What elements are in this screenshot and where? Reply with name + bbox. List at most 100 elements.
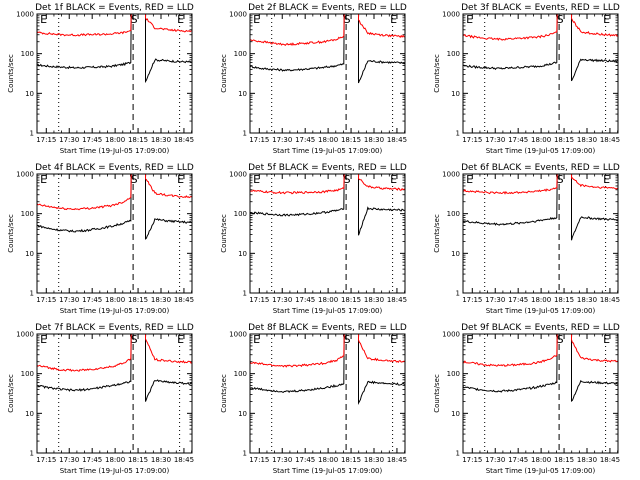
start-marker-label: S: [131, 173, 138, 186]
events-series-line: [36, 173, 132, 233]
y-tick-label: 100: [234, 210, 247, 218]
y-tick-label: 100: [21, 210, 34, 218]
x-tick-label: 17:30: [485, 136, 505, 144]
x-tick-label: 18:45: [387, 136, 407, 144]
x-tick-label: 17:45: [508, 136, 528, 144]
y-tick-label: 1: [243, 450, 247, 458]
plot-frame: [36, 333, 193, 454]
x-tick-label: 17:30: [272, 296, 292, 304]
y-tick-label: 1000: [16, 11, 34, 19]
y-tick-label: 10: [25, 90, 34, 98]
y-tick-label: 100: [21, 370, 34, 378]
plot-frame: [249, 13, 406, 134]
lld-series-line: [145, 334, 193, 364]
y-tick-label: 1000: [229, 11, 247, 19]
events-series-line: [462, 333, 558, 393]
end-marker-label: E: [466, 333, 473, 346]
x-axis-title: Start Time (19-Jul-05 17:09:00): [486, 467, 596, 475]
x-tick-label: 17:45: [295, 136, 315, 144]
x-tick-label: 18:00: [318, 456, 338, 464]
y-tick-label: 1: [30, 130, 34, 138]
events-series-line: [571, 14, 619, 82]
start-marker-label: S: [557, 173, 564, 186]
x-tick-label: 18:00: [318, 136, 338, 144]
x-axis-title: Start Time (19-Jul-05 17:09:00): [273, 467, 383, 475]
y-axis-title: Counts/sec: [433, 374, 441, 413]
lld-series-line: [571, 334, 618, 363]
x-axis-title: Start Time (19-Jul-05 17:09:00): [486, 147, 596, 155]
lld-series-line: [358, 174, 406, 191]
events-series-line: [358, 174, 406, 236]
panel-title: Det 4f BLACK = Events, RED = LLD: [35, 163, 194, 173]
x-tick-label: 18:30: [577, 456, 597, 464]
x-tick-label: 17:45: [508, 296, 528, 304]
lld-series-line: [249, 173, 345, 195]
y-tick-label: 100: [21, 50, 34, 58]
y-tick-label: 1000: [442, 331, 460, 339]
y-tick-label: 1000: [16, 331, 34, 339]
y-tick-label: 10: [25, 410, 34, 418]
x-tick-label: 18:45: [600, 136, 620, 144]
y-tick-label: 1: [456, 450, 460, 458]
y-tick-label: 10: [451, 90, 460, 98]
y-axis-title: Counts/sec: [7, 374, 15, 413]
x-tick-label: 18:00: [105, 456, 125, 464]
lld-series-line: [462, 173, 558, 195]
x-tick-label: 18:15: [554, 296, 574, 304]
x-tick-label: 18:15: [341, 296, 361, 304]
panel-det-4: Det 4f BLACK = Events, RED = LLD Counts/s…: [7, 163, 194, 315]
x-tick-label: 18:45: [600, 296, 620, 304]
lld-series-line: [249, 13, 345, 47]
y-tick-label: 10: [238, 410, 247, 418]
y-tick-label: 1000: [229, 331, 247, 339]
events-series-line: [462, 173, 558, 226]
x-tick-label: 18:45: [387, 296, 407, 304]
x-tick-label: 18:00: [531, 296, 551, 304]
panel-det-5: Det 5f BLACK = Events, RED = LLD Counts/s…: [220, 163, 407, 315]
y-tick-label: 1: [30, 450, 34, 458]
x-tick-label: 17:15: [36, 296, 56, 304]
end-marker-label: E: [40, 13, 47, 26]
x-tick-label: 18:15: [128, 296, 148, 304]
y-tick-label: 100: [234, 370, 247, 378]
x-tick-label: 18:00: [105, 136, 125, 144]
lld-series-line: [36, 173, 132, 211]
x-tick-label: 18:15: [128, 456, 148, 464]
x-tick-label: 18:30: [364, 296, 384, 304]
events-series-line: [462, 13, 558, 71]
start-marker-label: S: [131, 333, 138, 346]
y-tick-label: 10: [238, 250, 247, 258]
y-tick-label: 1: [243, 290, 247, 298]
panel-det-2: Det 2f BLACK = Events, RED = LLD Counts/s…: [220, 3, 407, 155]
x-tick-label: 18:15: [554, 456, 574, 464]
lld-series-line: [358, 334, 406, 363]
x-tick-label: 18:15: [341, 456, 361, 464]
x-tick-label: 18:30: [364, 456, 384, 464]
lld-series-line: [358, 14, 406, 38]
x-tick-label: 17:15: [462, 296, 482, 304]
lld-series-line: [145, 14, 193, 33]
end-marker-label: E: [253, 13, 260, 26]
y-tick-label: 1000: [16, 171, 34, 179]
start-marker-label: S: [131, 13, 138, 26]
plot-frame: [249, 333, 406, 454]
x-tick-label: 18:00: [531, 456, 551, 464]
lld-series-line: [462, 13, 558, 41]
plot-frame: [36, 173, 193, 294]
x-tick-label: 17:45: [508, 456, 528, 464]
x-tick-label: 18:15: [341, 136, 361, 144]
x-tick-label: 17:15: [249, 296, 269, 304]
y-axis-title: Counts/sec: [7, 54, 15, 93]
plot-frame: [249, 173, 406, 294]
lld-series-line: [571, 14, 619, 37]
events-series-line: [37, 333, 132, 392]
panel-det-8: Det 8f BLACK = Events, RED = LLD Counts/s…: [220, 323, 407, 475]
plot-frame: [462, 13, 619, 134]
start-marker-label: S: [557, 333, 564, 346]
end-marker-label: E: [40, 333, 47, 346]
y-axis-title: Counts/sec: [220, 54, 228, 93]
lld-series-line: [462, 333, 558, 367]
x-tick-label: 18:00: [318, 296, 338, 304]
y-tick-label: 1: [30, 290, 34, 298]
